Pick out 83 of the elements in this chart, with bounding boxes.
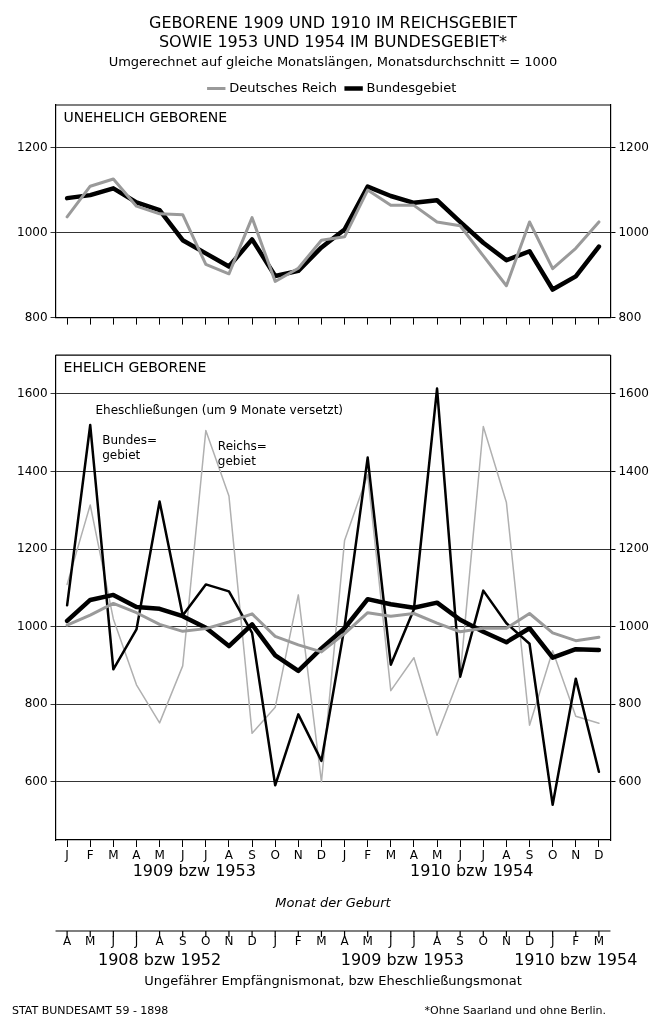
x-tick-label: A — [132, 848, 142, 863]
x-tick-label: O — [547, 848, 558, 863]
text: F — [294, 934, 302, 949]
text: O — [478, 934, 489, 949]
x-tick-label: J — [203, 848, 208, 863]
y-tick-label: 1400 — [16, 463, 48, 478]
text: STAT BUNDESAMT 59 - 1898 — [12, 1004, 169, 1017]
text: D — [524, 934, 535, 949]
text: O — [201, 934, 211, 949]
text: J — [549, 934, 555, 949]
series-label: Bundes= gebiet — [102, 433, 157, 463]
x-tick-label: S — [248, 848, 256, 863]
x-tick-label: S — [525, 848, 534, 863]
x-tick-label: A — [502, 848, 512, 863]
x-tick-label: J — [341, 848, 347, 863]
text: S — [178, 934, 187, 949]
text: J — [388, 934, 393, 949]
text: M — [362, 934, 373, 949]
x-axis-title: Monat der Geburt — [275, 894, 392, 910]
annotation: UNEHELICH GEBORENE — [63, 108, 228, 125]
text: M — [316, 934, 327, 949]
x-tick-label: D — [594, 848, 604, 863]
x-tick-label: N — [571, 848, 581, 863]
chart-title: EHELICH GEBORENE — [63, 358, 207, 375]
chart-subtitle: Umgerechnet auf gleiche Monatslängen, Monatsdurchschnitt = 1000 — [108, 53, 558, 69]
y2-tick-label: 800 — [618, 309, 642, 324]
text: F — [572, 934, 580, 949]
x-tick-label: M — [154, 848, 165, 863]
annotation: Eheschließungen (um 9 Monate versetzt) — [95, 403, 344, 418]
y2-tick-label: 600 — [618, 773, 642, 788]
x-tick-label: D — [316, 848, 327, 863]
x-tick-label: M — [431, 848, 443, 863]
text: J — [411, 934, 416, 949]
text: M — [593, 934, 605, 949]
y-tick-label: 800 — [24, 309, 48, 324]
chart-title: GEBORENE 1909 UND 1910 IM REICHSGEBIET SOWIE 1953 UND 1954 IM BUNDESGEBIET* — [149, 12, 518, 51]
x2-axis-title: Ungefährer Empfängnismonat, bzw Eheschließungsmonat — [144, 972, 522, 988]
text: A — [432, 934, 442, 949]
x-tick-label: A — [409, 848, 419, 863]
y2-tick-label: 1200 — [618, 541, 650, 556]
y2-tick-label: 1000 — [618, 618, 650, 633]
text: A — [340, 934, 350, 949]
text: A — [62, 934, 72, 949]
text: 1909 bzw 1953 — [132, 861, 256, 881]
y-tick-label: 1000 — [16, 224, 48, 239]
y-tick-label: 1200 — [16, 139, 48, 154]
legend-label: Bundesgebiet — [366, 79, 457, 95]
text: 1910 bzw 1954 — [410, 861, 534, 881]
text: 1908 bzw 1952 — [97, 950, 222, 970]
y-tick-label: 1600 — [16, 386, 48, 401]
text: *Ohne Saarland und ohne Berlin. — [424, 1004, 606, 1017]
x-tick-label: J — [480, 848, 486, 863]
text: S — [456, 934, 464, 949]
text: D — [247, 934, 257, 949]
y-tick-label: 600 — [24, 773, 48, 788]
legend-label: Deutsches Reich — [229, 79, 338, 95]
x-tick-label: J — [64, 848, 69, 863]
x-tick-label: M — [108, 848, 119, 863]
x-tick-label: F — [86, 848, 94, 863]
x-tick-label: F — [364, 848, 372, 863]
text: J — [110, 934, 116, 949]
y-tick-label: 1200 — [16, 541, 48, 556]
series-label: Reichs= gebiet — [217, 438, 267, 468]
y2-tick-label: 1200 — [618, 139, 650, 154]
text: 1910 bzw 1954 — [514, 950, 638, 970]
x-tick-label: M — [385, 848, 396, 863]
x-tick-label: J — [457, 848, 462, 863]
y2-tick-label: 1400 — [618, 463, 650, 478]
text: 1909 bzw 1953 — [340, 950, 464, 970]
x-tick-label: A — [224, 848, 234, 863]
x-tick-label: O — [270, 848, 280, 863]
text: A — [155, 934, 165, 949]
y-tick-label: 1000 — [16, 618, 48, 633]
y2-tick-label: 1000 — [618, 224, 650, 239]
text: N — [224, 934, 234, 949]
x-tick-label: J — [179, 848, 185, 863]
text: N — [501, 934, 511, 949]
y-tick-label: 800 — [24, 696, 48, 711]
y2-tick-label: 800 — [618, 696, 642, 711]
x-tick-label: N — [293, 848, 303, 863]
text: J — [272, 934, 277, 949]
y2-tick-label: 1600 — [618, 386, 650, 401]
text: M — [85, 934, 96, 949]
